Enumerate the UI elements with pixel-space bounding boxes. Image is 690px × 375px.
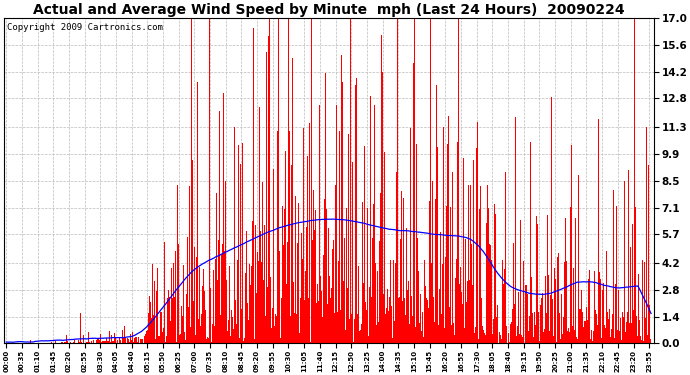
Text: Copyright 2009 Cartronics.com: Copyright 2009 Cartronics.com — [7, 23, 163, 32]
Title: Actual and Average Wind Speed by Minute  mph (Last 24 Hours)  20090224: Actual and Average Wind Speed by Minute … — [33, 3, 624, 17]
